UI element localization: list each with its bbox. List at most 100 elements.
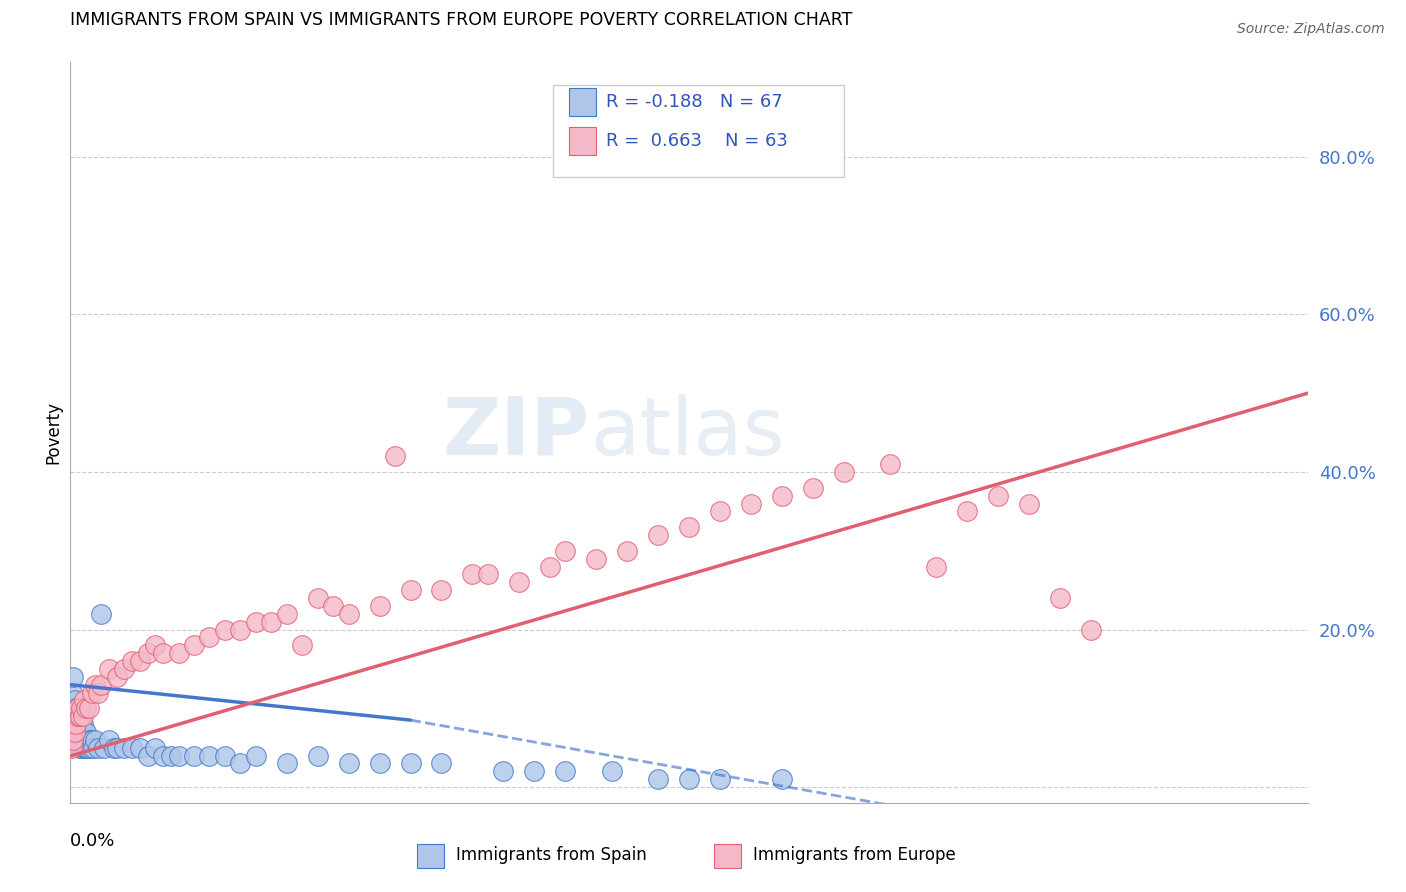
Point bbox=[73, 693, 96, 707]
Point bbox=[430, 583, 453, 598]
Point bbox=[198, 748, 221, 763]
Point bbox=[770, 772, 793, 787]
Point bbox=[114, 662, 135, 676]
Point bbox=[647, 528, 669, 542]
Point bbox=[69, 717, 91, 731]
Text: R =  0.663    N = 63: R = 0.663 N = 63 bbox=[606, 132, 787, 150]
Text: Immigrants from Spain: Immigrants from Spain bbox=[457, 846, 647, 863]
Point bbox=[114, 740, 135, 755]
Text: atlas: atlas bbox=[591, 393, 785, 472]
Point bbox=[60, 740, 83, 755]
Point bbox=[87, 740, 110, 755]
Text: ZIP: ZIP bbox=[443, 393, 591, 472]
Point bbox=[72, 732, 94, 747]
Point bbox=[75, 725, 97, 739]
Point bbox=[260, 615, 283, 629]
Point bbox=[73, 740, 96, 755]
Point bbox=[167, 748, 190, 763]
Point bbox=[80, 732, 103, 747]
Point bbox=[801, 481, 824, 495]
Point bbox=[67, 709, 90, 723]
Point bbox=[69, 725, 91, 739]
Point bbox=[585, 551, 607, 566]
Point bbox=[554, 543, 576, 558]
Point bbox=[307, 591, 329, 605]
Point bbox=[72, 709, 94, 723]
Point bbox=[67, 701, 90, 715]
Bar bbox=[416, 844, 444, 868]
Text: R = -0.188   N = 67: R = -0.188 N = 67 bbox=[606, 94, 783, 112]
Point bbox=[84, 678, 107, 692]
Point bbox=[67, 709, 90, 723]
Point bbox=[84, 732, 107, 747]
Point bbox=[152, 646, 174, 660]
Point bbox=[67, 732, 90, 747]
Point bbox=[523, 764, 546, 779]
Point bbox=[65, 717, 87, 731]
Point bbox=[322, 599, 344, 613]
Point bbox=[647, 772, 669, 787]
Point bbox=[60, 685, 83, 699]
Point bbox=[214, 623, 236, 637]
Point bbox=[63, 725, 86, 739]
Point bbox=[384, 449, 406, 463]
Point bbox=[307, 748, 329, 763]
Point bbox=[136, 646, 159, 660]
Point bbox=[73, 725, 96, 739]
Point bbox=[129, 654, 152, 668]
Point bbox=[229, 623, 252, 637]
Point bbox=[77, 732, 100, 747]
Point bbox=[105, 670, 128, 684]
Point bbox=[167, 646, 190, 660]
Point bbox=[62, 717, 84, 731]
Point bbox=[183, 748, 205, 763]
Point bbox=[62, 725, 84, 739]
Point bbox=[770, 489, 793, 503]
Point bbox=[291, 638, 314, 652]
Point bbox=[82, 740, 105, 755]
Point bbox=[63, 732, 86, 747]
Point bbox=[678, 520, 700, 534]
Point bbox=[616, 543, 638, 558]
Point bbox=[62, 709, 84, 723]
Point bbox=[80, 685, 103, 699]
Point bbox=[337, 756, 360, 771]
Point bbox=[987, 489, 1010, 503]
Point bbox=[72, 717, 94, 731]
Point bbox=[399, 756, 422, 771]
Text: IMMIGRANTS FROM SPAIN VS IMMIGRANTS FROM EUROPE POVERTY CORRELATION CHART: IMMIGRANTS FROM SPAIN VS IMMIGRANTS FROM… bbox=[70, 11, 852, 29]
Point bbox=[709, 504, 731, 518]
Point bbox=[956, 504, 979, 518]
Point bbox=[198, 631, 221, 645]
Point bbox=[461, 567, 484, 582]
Point bbox=[60, 717, 83, 731]
Point bbox=[70, 725, 93, 739]
Y-axis label: Poverty: Poverty bbox=[44, 401, 62, 464]
Point bbox=[75, 740, 97, 755]
Point bbox=[65, 717, 87, 731]
Point bbox=[229, 756, 252, 771]
Point bbox=[121, 654, 143, 668]
Point bbox=[879, 457, 901, 471]
Point bbox=[368, 756, 391, 771]
Point bbox=[90, 678, 112, 692]
Point bbox=[62, 717, 84, 731]
Text: Source: ZipAtlas.com: Source: ZipAtlas.com bbox=[1237, 22, 1385, 37]
Point bbox=[492, 764, 515, 779]
Point bbox=[77, 701, 100, 715]
Point bbox=[75, 701, 97, 715]
Point bbox=[245, 748, 267, 763]
Point bbox=[129, 740, 152, 755]
Point bbox=[63, 693, 86, 707]
Point bbox=[69, 740, 91, 755]
Point bbox=[67, 725, 90, 739]
Point bbox=[87, 685, 110, 699]
Point bbox=[63, 709, 86, 723]
Point bbox=[70, 740, 93, 755]
Point bbox=[214, 748, 236, 763]
Point bbox=[600, 764, 623, 779]
Point bbox=[90, 607, 112, 621]
Point bbox=[63, 725, 86, 739]
Point bbox=[399, 583, 422, 598]
Text: Immigrants from Europe: Immigrants from Europe bbox=[754, 846, 956, 863]
